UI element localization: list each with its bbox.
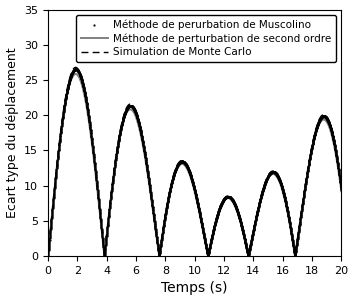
Méthode de perurbation de Muscolino [46,254,50,258]
Simulation de Monte Carlo [333,148,338,152]
Méthode de perurbation de Muscolino [159,245,163,248]
Méthode de perturbation de second ordre [171,177,176,180]
Simulation de Monte Carlo [46,254,50,258]
Méthode de perturbation de second ordre [339,190,343,193]
Line: Simulation de Monte Carlo: Simulation de Monte Carlo [48,67,341,256]
Simulation de Monte Carlo [339,187,343,191]
Simulation de Monte Carlo [97,201,101,204]
Méthode de perturbation de second ordre [46,254,50,258]
Simulation de Monte Carlo [159,244,163,248]
Simulation de Monte Carlo [302,191,306,194]
Méthode de perturbation de second ordre [74,72,78,76]
Méthode de perurbation de Muscolino [97,201,101,205]
Line: Méthode de perurbation de Muscolino: Méthode de perurbation de Muscolino [47,68,342,257]
X-axis label: Temps (s): Temps (s) [161,281,228,296]
Méthode de perurbation de Muscolino [79,77,84,81]
Méthode de perurbation de Muscolino [302,191,306,195]
Méthode de perturbation de second ordre [159,245,163,249]
Méthode de perurbation de Muscolino [74,67,78,71]
Simulation de Monte Carlo [79,76,84,79]
Méthode de perturbation de second ordre [333,152,338,156]
Méthode de perturbation de second ordre [302,193,306,197]
Simulation de Monte Carlo [74,66,78,69]
Méthode de perturbation de second ordre [79,82,84,85]
Y-axis label: Ecart type du déplacement: Ecart type du déplacement [6,48,18,218]
Simulation de Monte Carlo [171,174,176,178]
Méthode de perturbation de second ordre [97,203,101,206]
Méthode de perurbation de Muscolino [339,188,343,191]
Méthode de perurbation de Muscolino [171,175,176,178]
Méthode de perurbation de Muscolino [333,150,338,153]
Legend: Méthode de perurbation de Muscolino, Méthode de perturbation de second ordre, Si: Méthode de perurbation de Muscolino, Mét… [76,15,336,62]
Line: Méthode de perturbation de second ordre: Méthode de perturbation de second ordre [48,74,341,256]
